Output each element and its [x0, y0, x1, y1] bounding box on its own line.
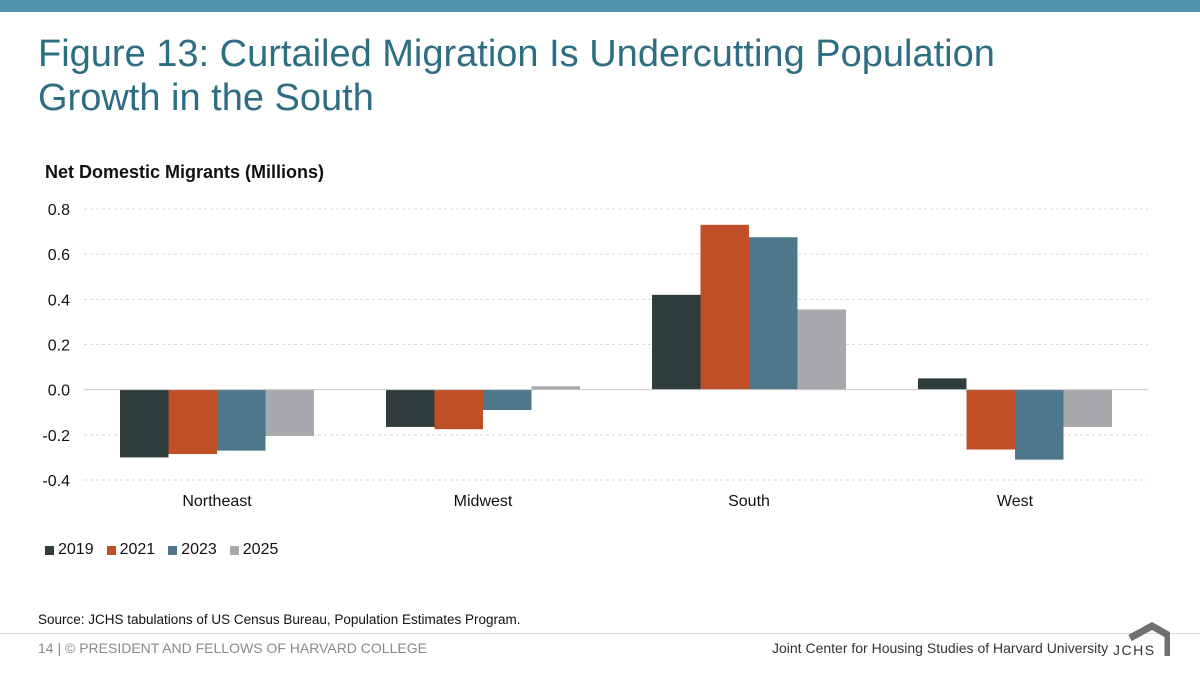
bar-2025-northeast: [265, 389, 314, 436]
page-title-line-1: Figure 13: Curtailed Migration Is Underc…: [38, 33, 995, 75]
y-tick-label: 0.6: [48, 247, 70, 264]
legend-swatch: [168, 545, 178, 555]
y-tick-label: -0.2: [42, 428, 70, 445]
legend-item: 2019: [45, 541, 94, 559]
bar-2025-midwest: [531, 386, 580, 390]
footer-organization: Joint Center for Housing Studies of Harv…: [772, 640, 1109, 656]
y-tick-label: 0.8: [48, 202, 70, 219]
y-axis-title: Net Domestic Migrants (Millions): [45, 162, 325, 182]
x-tick-label: South: [728, 493, 770, 510]
bar-2023-northeast: [217, 389, 266, 451]
bar-chart: 0.8 0.6 0.4 0.2 0.0 -0.2 -0.4 Northeast Midwest S…: [42, 202, 1148, 510]
page-title-line-2: Growth in the South: [38, 77, 374, 119]
footer-copyright: 14 | © PRESIDENT AND FELLOWS OF HARVARD …: [38, 640, 427, 656]
source-note: Source: JCHS tabulations of US Census Bu…: [38, 612, 521, 627]
legend-swatch: [229, 545, 239, 555]
legend-label: 2021: [119, 541, 156, 558]
y-tick-label: 0.4: [48, 292, 70, 309]
bar-2021-west: [966, 389, 1015, 450]
x-tick-label: Northeast: [182, 493, 252, 510]
bar-2023-west: [1015, 389, 1064, 460]
bar-2019-west: [918, 378, 967, 390]
y-tick-label: 0.2: [48, 338, 70, 355]
legend-swatch: [106, 545, 116, 555]
legend-swatch: [45, 545, 54, 555]
bar-2021-midwest: [434, 389, 483, 430]
legend-label: 2023: [181, 541, 217, 558]
jchs-logo-house-icon: [1128, 621, 1170, 656]
bar-2019-midwest: [386, 389, 435, 427]
bar-2019-northeast: [120, 389, 169, 458]
legend-item: 2025: [229, 541, 279, 559]
bar-2021-south: [700, 224, 749, 390]
legend-label: 2019: [58, 541, 94, 558]
y-tick-label: -0.4: [42, 473, 70, 490]
legend-item: 2023: [168, 541, 217, 559]
y-tick-label: 0.0: [48, 383, 70, 400]
bar-2021-northeast: [168, 389, 217, 455]
top-accent-bar: [0, 0, 1200, 12]
legend-item: 2021: [106, 541, 156, 559]
bar-2023-midwest: [483, 389, 532, 410]
jchs-logo-text: JCHS: [1113, 642, 1156, 658]
bar-2025-west: [1063, 389, 1112, 427]
legend-label: 2025: [242, 541, 279, 558]
x-tick-label: West: [997, 493, 1034, 510]
chart-legend: 2019 2021 2023 2025: [45, 541, 278, 559]
bar-2019-south: [652, 294, 701, 390]
page-title: Figure 13: Curtailed Migration Is Underc…: [38, 32, 1158, 120]
x-tick-label: Midwest: [454, 493, 513, 510]
footer-divider: [0, 633, 1200, 634]
bar-2023-south: [749, 237, 798, 390]
bar-2025-south: [797, 309, 846, 390]
